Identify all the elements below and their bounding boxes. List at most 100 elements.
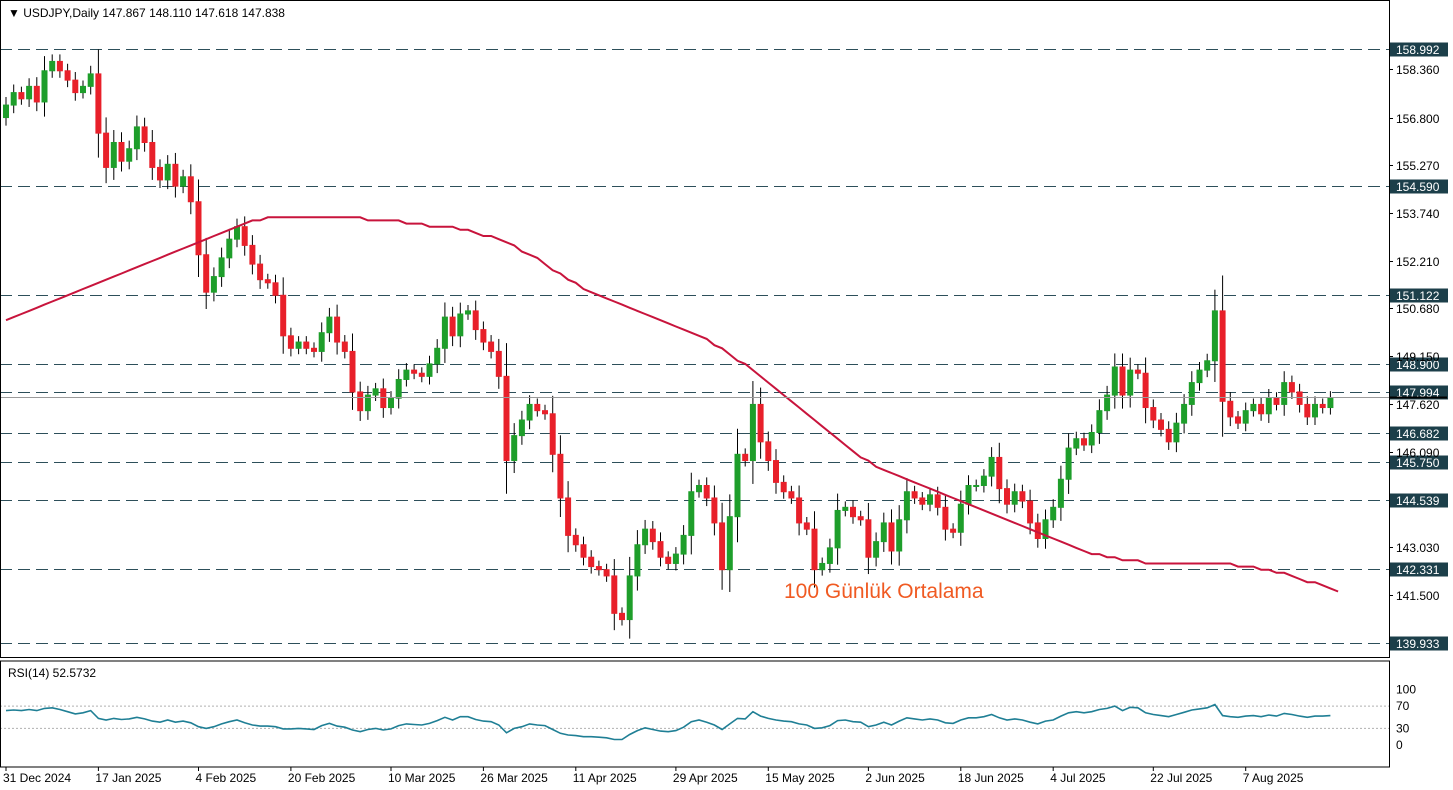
candle-body	[757, 403, 764, 443]
candle	[126, 140, 133, 170]
candle-body	[642, 528, 649, 546]
x-tick-label: 4 Feb 2025	[196, 771, 257, 785]
candle-body	[1088, 431, 1095, 446]
level-label-box	[1390, 357, 1448, 372]
candle	[542, 404, 548, 420]
candle-body	[1134, 369, 1141, 374]
candle	[996, 442, 1003, 504]
candle-body	[3, 104, 9, 119]
y-tick-label: 152.210	[1396, 255, 1440, 269]
candle	[1242, 402, 1249, 432]
candle	[811, 511, 818, 588]
x-tick-label: 29 Apr 2025	[673, 771, 738, 785]
candle-body	[542, 410, 548, 415]
candle-body	[1104, 394, 1111, 412]
candle	[257, 254, 264, 289]
candle-body	[357, 391, 364, 412]
candle-body	[980, 475, 987, 486]
candle	[634, 530, 641, 591]
candle	[672, 547, 679, 571]
candle	[942, 495, 949, 541]
candle-body	[888, 522, 895, 552]
candle-body	[403, 369, 410, 380]
candle	[218, 247, 225, 287]
candle-body	[1111, 366, 1118, 396]
candle-body	[665, 556, 672, 564]
candle	[1019, 484, 1026, 509]
candle	[87, 65, 94, 95]
candle	[803, 516, 810, 536]
x-tick-label: 22 Jul 2025	[1150, 771, 1212, 785]
candle	[1235, 410, 1241, 430]
candle	[696, 479, 702, 498]
candle	[595, 560, 602, 576]
candle	[195, 179, 202, 278]
candle-body	[1196, 369, 1203, 384]
candle	[1258, 397, 1265, 421]
candle	[1088, 424, 1095, 454]
candle-body	[1227, 400, 1234, 418]
collapse-triangle-icon[interactable]: ▼	[8, 6, 23, 20]
candle	[1219, 275, 1226, 437]
candle-body	[1073, 438, 1080, 449]
candle	[272, 274, 279, 304]
candle	[334, 304, 341, 355]
candle-body	[903, 491, 910, 521]
candle	[927, 487, 933, 512]
candle	[41, 56, 48, 117]
candle	[133, 115, 140, 161]
candle	[118, 132, 125, 172]
candle	[657, 532, 664, 567]
candle-body	[526, 403, 533, 421]
candle-body	[1142, 372, 1149, 409]
rsi-tick-label: 70	[1396, 699, 1410, 713]
candle-body	[865, 519, 872, 558]
candle	[157, 159, 163, 189]
candle	[1296, 383, 1303, 413]
candle-body	[826, 547, 833, 564]
candle-body	[110, 141, 117, 168]
candle	[357, 381, 364, 421]
rsi-tick-label: 100	[1396, 683, 1416, 697]
candle-body	[726, 516, 733, 571]
candle	[826, 538, 833, 573]
candle-body	[518, 419, 525, 437]
candle	[341, 335, 348, 359]
candle	[187, 164, 194, 215]
candle-body	[118, 141, 125, 162]
candle	[110, 130, 117, 180]
candle	[1111, 353, 1118, 409]
candle	[1211, 289, 1218, 382]
candle	[611, 559, 618, 631]
candle-body	[780, 481, 787, 493]
candle	[1273, 392, 1280, 411]
candle-body	[557, 453, 564, 499]
candle-body	[49, 60, 56, 72]
level-label-box	[1390, 179, 1448, 194]
candle-body	[742, 453, 749, 462]
candle-body	[1211, 310, 1218, 362]
candle-body	[1004, 488, 1010, 505]
candle	[1304, 396, 1311, 426]
candle-body	[1057, 478, 1064, 508]
candle	[1042, 509, 1049, 549]
candle-body	[1281, 382, 1288, 405]
candle-body	[880, 522, 887, 543]
rsi-tick-label: 30	[1396, 721, 1410, 735]
candle	[103, 117, 110, 184]
candle-body	[1265, 397, 1272, 415]
candle-body	[472, 310, 479, 331]
x-tick-label: 26 Mar 2025	[480, 771, 548, 785]
candle	[465, 304, 471, 320]
candle	[819, 557, 826, 576]
candle	[303, 336, 310, 355]
candle-body	[64, 70, 71, 81]
candle	[857, 510, 864, 526]
y-tick-label: 141.500	[1396, 589, 1440, 603]
candle-body	[1258, 403, 1265, 415]
candle	[565, 481, 572, 553]
candle-body	[495, 350, 502, 377]
candle	[287, 327, 294, 357]
candle	[880, 512, 887, 552]
candle	[210, 267, 217, 302]
